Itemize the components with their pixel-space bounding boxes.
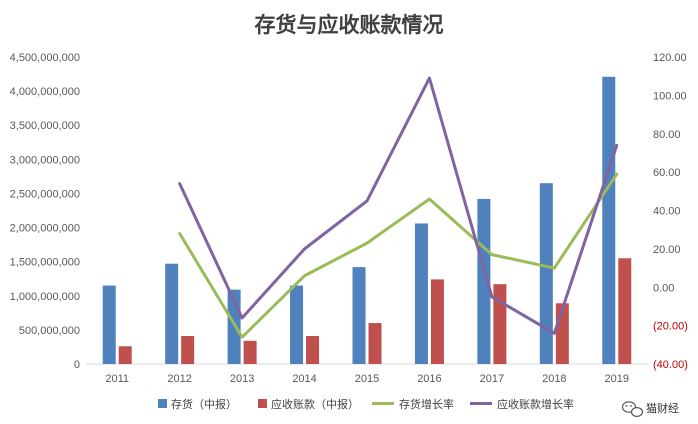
bar-inventory-2017: [477, 198, 491, 364]
y2-tick-label: 40.00: [653, 206, 681, 218]
y2-tick-label: 0.00: [653, 282, 674, 294]
bar-receivables-2017: [493, 284, 507, 364]
legend-swatch: [158, 399, 167, 408]
y-tick-label: 2,000,000,000: [10, 223, 80, 235]
bar-inventory-2012: [165, 263, 179, 364]
bar-inventory-2019: [602, 76, 616, 364]
bar-inventory-2014: [290, 285, 304, 364]
y2-tick-label: 20.00: [653, 244, 681, 256]
y-tick-label: 3,500,000,000: [10, 120, 80, 132]
left-axis: 0 500,000,000 1,000,000,000 1,500,000,000 2,…: [10, 52, 80, 371]
legend-item-0: 存货（中报）: [158, 397, 237, 411]
legend: 存货（中报） 应收账款（中报） 存货增长率 应收账款增长率: [158, 397, 574, 411]
y2-tick-label: 100.00: [653, 90, 687, 102]
y-tick-label: 4,000,000,000: [10, 86, 80, 98]
x-tick-label: 2011: [105, 373, 129, 385]
y2-tick-label: 120.00: [653, 52, 687, 64]
y2-tick-label: 80.00: [653, 129, 681, 141]
y2-tick-label: (20.00): [653, 321, 688, 333]
y-tick-label: 2,500,000,000: [10, 188, 80, 200]
bar-inventory-2015: [352, 267, 366, 364]
line-receivables-growth: [178, 76, 619, 335]
x-tick-label: 2017: [480, 373, 504, 385]
bar-receivables-2011: [118, 346, 132, 364]
watermark-text: 猫财经: [646, 401, 679, 415]
legend-swatch: [258, 399, 267, 408]
bar-receivables-2015: [368, 323, 382, 364]
legend-item-3: 应收账款增长率: [470, 397, 574, 411]
y-tick-label: 4,500,000,000: [10, 52, 80, 64]
legend-item-1: 应收账款（中报）: [258, 397, 359, 411]
right-axis: (40.00) (20.00) 0.00 20.00 40.00 60.00 80.00 10…: [653, 52, 688, 371]
legend-label: 存货增长率: [399, 397, 454, 411]
x-tick-label: 2013: [230, 373, 254, 385]
y-tick-label: 0: [74, 359, 80, 371]
y-tick-label: 1,000,000,000: [10, 291, 80, 303]
x-tick-label: 2012: [167, 373, 191, 385]
y2-tick-label: 60.00: [653, 167, 681, 179]
wechat-icon: [621, 401, 644, 418]
x-tick-label: 2018: [542, 373, 566, 385]
x-tick-label: 2016: [417, 373, 441, 385]
x-tick-label: 2015: [355, 373, 379, 385]
chart-title: 存货与应收账款情况: [255, 12, 444, 37]
bar-receivables-2012: [181, 336, 195, 364]
legend-label: 应收账款（中报）: [271, 397, 359, 411]
watermark: 猫财经: [621, 401, 679, 418]
bar-receivables-2013: [243, 340, 257, 364]
y-tick-label: 3,000,000,000: [10, 154, 80, 166]
y-tick-label: 1,500,000,000: [10, 257, 80, 269]
legend-label: 存货（中报）: [171, 397, 237, 411]
legend-item-2: 存货增长率: [372, 397, 454, 411]
x-axis: 2011 2012 2013 2014 2015 2016 2017 2018 2019: [105, 373, 629, 385]
bar-receivables-2014: [306, 336, 320, 364]
y2-tick-label: (40.00): [653, 359, 688, 371]
x-tick-label: 2014: [292, 373, 316, 385]
bars: [102, 76, 632, 364]
legend-label: 应收账款增长率: [497, 397, 574, 411]
line-inventory-growth: [178, 172, 619, 339]
y-tick-label: 500,000,000: [19, 325, 80, 337]
bar-inventory-2011: [102, 285, 116, 364]
lines: [178, 76, 619, 339]
bar-inventory-2018: [539, 183, 553, 364]
bar-inventory-2016: [414, 223, 428, 364]
bar-receivables-2019: [618, 258, 632, 364]
bar-receivables-2016: [430, 279, 444, 364]
x-tick-label: 2019: [605, 373, 629, 385]
